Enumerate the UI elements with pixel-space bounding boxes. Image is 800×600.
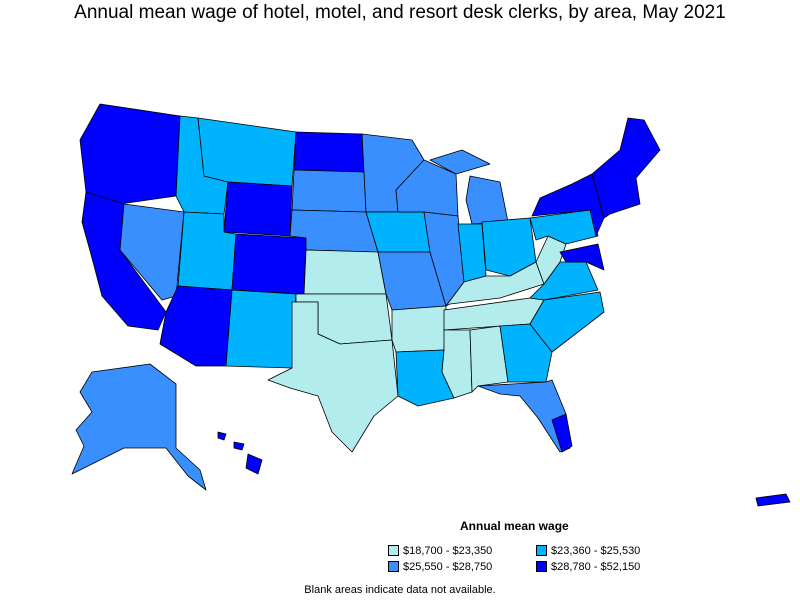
legend-item-1: $18,700 - $23,350: [388, 544, 492, 558]
region-hawaii-maui: [233, 441, 245, 451]
legend-item-3: $25,550 - $28,750: [388, 560, 492, 574]
region-alaska: Alaska: $25,550 - $28,750: [71, 363, 207, 491]
footnote: Blank areas indicate data not available.: [304, 584, 496, 596]
region-montana: Montana: $23,360 - $25,530: [197, 117, 297, 187]
legend-swatch-2: [536, 544, 547, 556]
region-north-dakota: North Dakota: $28,780 - $52,150: [293, 131, 365, 173]
legend-swatch-1: [388, 544, 399, 556]
legend-label-4: $28,780 - $52,150: [551, 561, 641, 573]
legend-title: Annual mean wage: [460, 519, 569, 533]
region-wyoming: Wyoming: $28,780 - $52,150: [223, 181, 293, 237]
region-south-florida: South Florida: $28,780 - $52,150: [551, 413, 573, 453]
region-kansas: Kansas: $18,700 - $23,350: [303, 249, 387, 295]
region-alabama: Alabama: $18,700 - $23,350: [469, 325, 509, 393]
region-colorado: Colorado: $28,780 - $52,150: [231, 233, 307, 295]
region-michigan: Michigan: $25,550 - $28,750: [465, 175, 509, 225]
region-georgia: Georgia: $23,360 - $25,530: [499, 323, 553, 383]
region-hawaii-oahu: [217, 431, 227, 441]
legend-swatch-3: [388, 560, 399, 572]
legend-label-1: $18,700 - $23,350: [403, 545, 493, 557]
region-pacific-northwest: Pacific Northwest: $28,780 - $52,150: [79, 103, 181, 205]
region-new-mexico: New Mexico: $23,360 - $25,530: [225, 289, 297, 369]
region-arizona: Arizona: $28,780 - $52,150: [159, 285, 233, 367]
region-florida: Florida: $25,550 - $28,750: [477, 379, 571, 453]
region-nevada: Nevada: $25,550 - $28,750: [119, 203, 185, 301]
legend-item-2: $23,360 - $25,530: [536, 544, 640, 558]
region-arkansas: Arkansas: $18,700 - $23,350: [391, 305, 447, 353]
legend-item-4: $28,780 - $52,150: [536, 560, 640, 574]
legend-swatch-4: [536, 560, 547, 572]
region-michigan-upper: [429, 149, 491, 175]
region-puerto-rico: Puerto Rico: $28,780 - $52,150: [755, 493, 791, 507]
region-maryland-delaware: [559, 243, 605, 271]
region-texas: Texas: $18,700 - $23,350: [267, 301, 399, 453]
region-south-dakota: South Dakota: $25,550 - $28,750: [291, 169, 367, 213]
map-title: Annual mean wage of hotel, motel, and re…: [74, 2, 726, 23]
region-new-england: New England: $28,780 - $52,150: [591, 117, 661, 219]
legend-label-3: $25,550 - $28,750: [403, 561, 493, 573]
legend-label-2: $23,360 - $25,530: [551, 545, 641, 557]
region-hawaii-big-island: [245, 453, 263, 475]
